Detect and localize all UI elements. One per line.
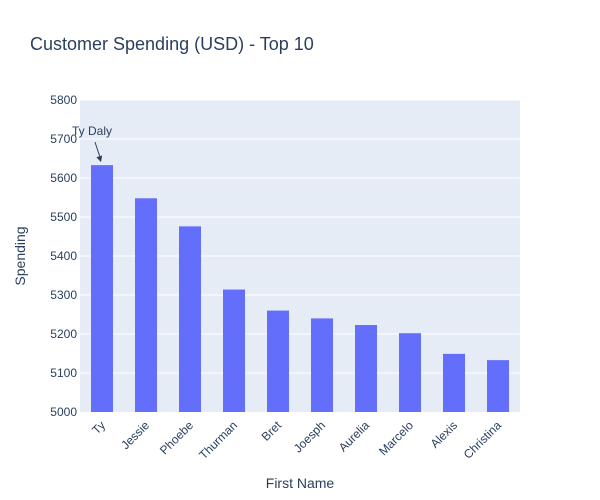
x-tick-label: Joesph (291, 418, 328, 455)
bar-aurelia (355, 325, 377, 412)
x-tick-label: Thurman (196, 418, 240, 462)
annotation-arrow-head (96, 155, 103, 163)
bar-phoebe (179, 226, 201, 412)
y-tick-label: 5200 (50, 327, 77, 341)
x-axis-title: First Name (266, 475, 335, 491)
bar-ty (91, 165, 113, 412)
bar-alexis (443, 353, 465, 412)
bar-thurman (223, 289, 245, 412)
y-tick-label: 5500 (50, 210, 77, 224)
x-axis-ticks: Ty Jessie Phoebe Thurman Bret Joesph Aurelia Ma… (89, 418, 504, 462)
y-tick-label: 5400 (50, 249, 77, 263)
y-tick-label: 5300 (50, 288, 77, 302)
bar-jessie (135, 198, 157, 412)
annotation-label: Ty Daly (72, 124, 112, 138)
x-tick-label: Christina (461, 418, 505, 462)
x-tick-label: Aurelia (336, 418, 373, 455)
x-tick-label: Marcelo (376, 418, 416, 458)
x-tick-label: Alexis (428, 418, 461, 451)
bars (91, 165, 509, 412)
x-tick-label: Phoebe (157, 418, 196, 457)
chart-title: Customer Spending (USD) - Top 10 (30, 34, 314, 54)
bar-marcelo (399, 333, 421, 412)
y-axis-title: Spending (12, 226, 28, 285)
y-axis-ticks: 5000 5100 5200 5300 5400 5500 5600 5700 5800 (50, 93, 77, 419)
bar-joesph (311, 318, 333, 412)
annotation: Ty Daly (72, 124, 112, 163)
y-tick-label: 5600 (50, 171, 77, 185)
x-tick-label: Jessie (118, 418, 152, 452)
y-tick-label: 5800 (50, 93, 77, 107)
y-tick-label: 5100 (50, 366, 77, 380)
x-tick-label: Bret (259, 418, 285, 444)
y-tick-label: 5000 (50, 405, 77, 419)
bar-bret (267, 310, 289, 412)
x-tick-label: Ty (89, 418, 108, 437)
bar-christina (487, 360, 509, 412)
y-tick-label: 5700 (50, 132, 77, 146)
